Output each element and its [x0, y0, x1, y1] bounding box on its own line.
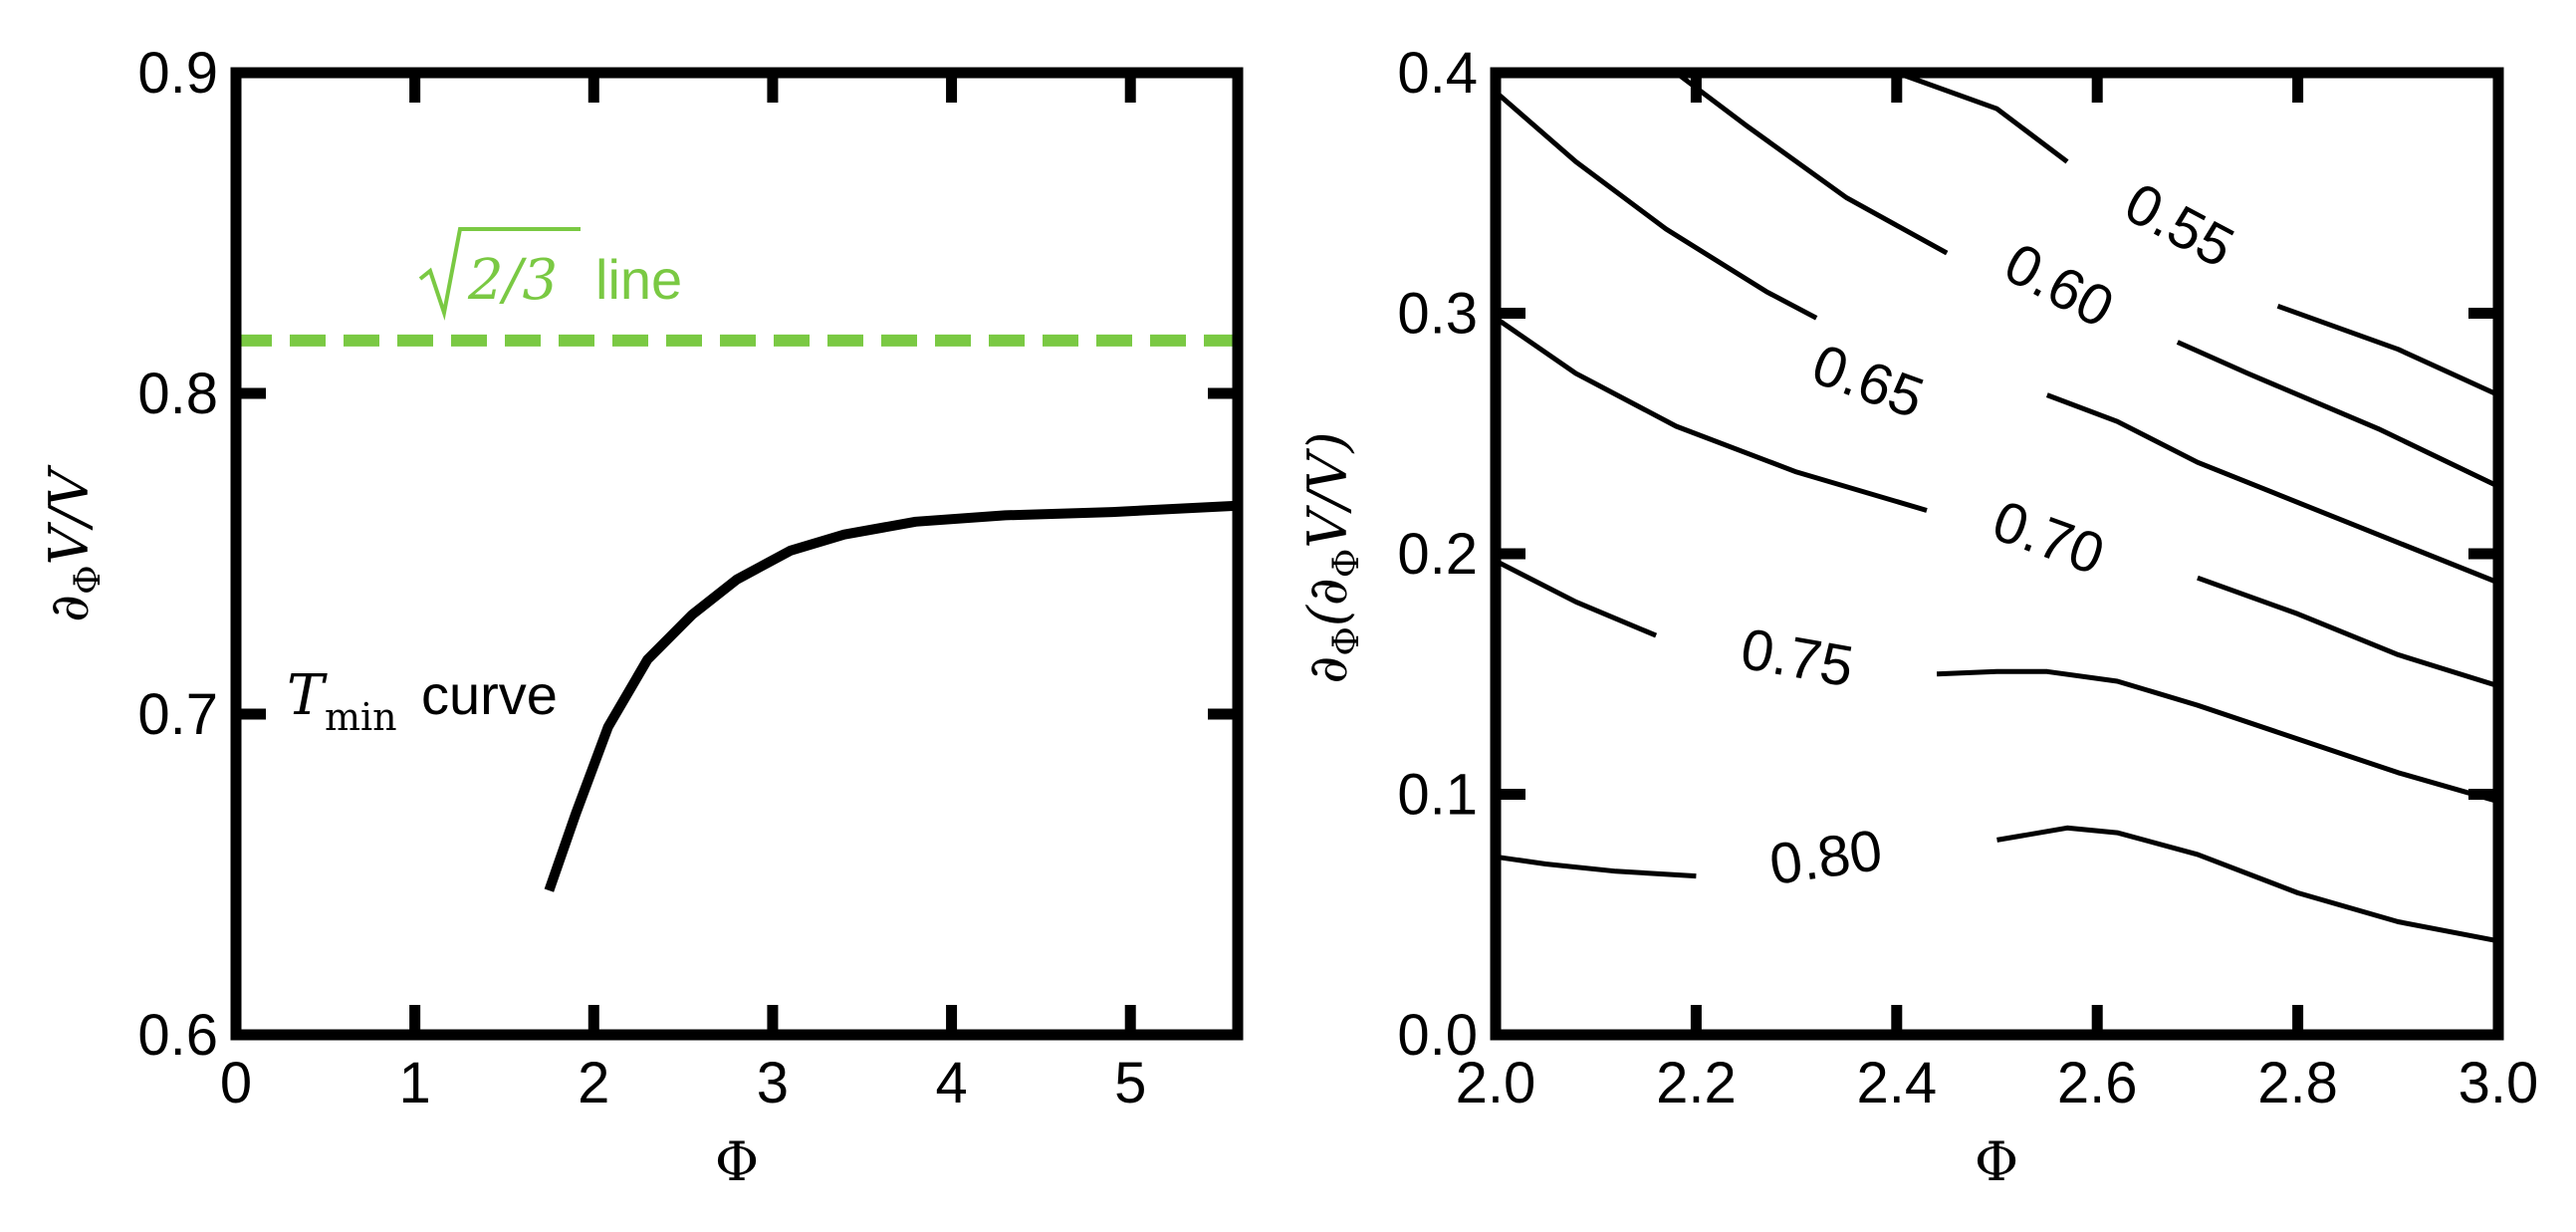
contour-line-0.80 — [1495, 854, 1697, 879]
contour-label-0.55: 0.55 — [2115, 170, 2244, 280]
left-x-tick-label: 0 — [220, 1051, 252, 1115]
right-ticks-layer: 2.0 2.2 2.4 2.6 2.8 3.0 0.0 0.1 0.2 0.3 0.4 — [1397, 41, 2538, 1115]
right-x-tick-label: 2.2 — [1656, 1051, 1737, 1115]
right-y-tick-label: 0.1 — [1397, 763, 1478, 828]
left-x-tick-label: 1 — [399, 1051, 431, 1115]
right-contours-layer: 0.550.60 0.65 0.70 0.75 0.80 — [1494, 70, 2500, 944]
tmin-curve-line — [544, 500, 1239, 892]
left-x-axis-label: Φ — [715, 1130, 759, 1193]
left-y-tick-label: 0.7 — [137, 682, 218, 747]
sqrt-radicand: 2/3 — [467, 248, 558, 313]
right-y-pre: ∂ — [1296, 656, 1359, 684]
contour-line-0.70 — [2197, 575, 2499, 689]
left-panel: 0 1 2 3 4 50.60.70.80.9 2/3 line T min curve … — [38, 41, 1244, 1193]
left-x-tick-label: 5 — [1114, 1051, 1146, 1115]
left-x-tick-label: 2 — [578, 1051, 609, 1115]
tmin-subscript: min — [325, 695, 397, 739]
contour-line-0.75 — [1494, 558, 1658, 638]
left-y-tick-label: 0.6 — [137, 1003, 218, 1068]
left-ticks-layer: 0 1 2 3 4 5 0.6 0.7 0.8 0.9 — [137, 41, 1238, 1115]
right-y-tick-label: 0.0 — [1397, 1003, 1478, 1068]
right-y-post: V/V) — [1296, 431, 1359, 548]
contour-label-0.60: 0.60 — [1994, 230, 2124, 340]
right-panel: 0.550.60 0.65 0.70 0.75 0.80 2.0 2.2 2.4 2.6 2.8… — [1296, 41, 2538, 1193]
contour-label-0.75: 0.75 — [1737, 616, 1858, 700]
right-y-tick-label: 0.4 — [1397, 41, 1478, 106]
tmin-symbol: T — [287, 663, 328, 728]
sqrt-line-annotation: 2/3 line — [418, 227, 682, 321]
right-x-tick-label: 2.4 — [1856, 1051, 1937, 1115]
right-y-sub1: Φ — [1326, 626, 1367, 656]
right-plot-frame — [1490, 67, 2504, 1041]
right-x-tick-label: 2.0 — [1456, 1051, 1536, 1115]
left-y-tick-label: 0.9 — [137, 41, 218, 106]
tmin-curve-annotation: T min curve — [287, 663, 558, 739]
left-y-partial: ∂ — [38, 595, 101, 622]
sqrt-radical-sign — [418, 227, 581, 321]
contour-line-0.55 — [1895, 70, 2069, 164]
left-plot-frame — [230, 67, 1244, 1041]
right-x-tick-label: 2.6 — [2057, 1051, 2138, 1115]
right-y-axis-label: ∂Φ(∂ΦV/V) — [1296, 431, 1367, 683]
right-x-axis-label: Φ — [1975, 1130, 2018, 1193]
left-series-layer — [236, 334, 1239, 892]
contour-line-0.65 — [2045, 392, 2499, 586]
right-y-mid: (∂ — [1296, 578, 1359, 626]
contour-line-0.65 — [1494, 90, 1818, 321]
contour-line-0.80 — [1996, 825, 2499, 944]
left-x-tick-label: 4 — [935, 1051, 967, 1115]
right-x-tick-label: 3.0 — [2459, 1051, 2539, 1115]
left-y-axis-label: ∂ΦV/V — [38, 464, 109, 622]
right-x-tick-label: 2.8 — [2257, 1051, 2338, 1115]
contour-label-0.80: 0.80 — [1765, 818, 1886, 897]
contour-line-0.60 — [2176, 340, 2500, 489]
tmin-curve-word: curve — [421, 663, 558, 726]
contour-label-0.70: 0.70 — [1985, 488, 2112, 588]
left-y-sub: Φ — [68, 565, 109, 595]
contour-label-0.65: 0.65 — [1804, 332, 1932, 431]
contour-line-0.55 — [2276, 303, 2500, 397]
contour-line-0.75 — [1936, 668, 2499, 805]
contour-line-0.60 — [1674, 71, 1949, 256]
right-y-tick-label: 0.2 — [1397, 522, 1478, 587]
right-y-tick-label: 0.3 — [1397, 282, 1478, 347]
left-y-tick-label: 0.8 — [137, 362, 218, 426]
sqrt-line-word: line — [595, 248, 682, 311]
right-y-sub2: Φ — [1326, 549, 1367, 579]
left-y-rest: V/V — [38, 464, 101, 565]
contour-line-0.70 — [1494, 316, 1928, 513]
left-x-tick-label: 3 — [757, 1051, 789, 1115]
